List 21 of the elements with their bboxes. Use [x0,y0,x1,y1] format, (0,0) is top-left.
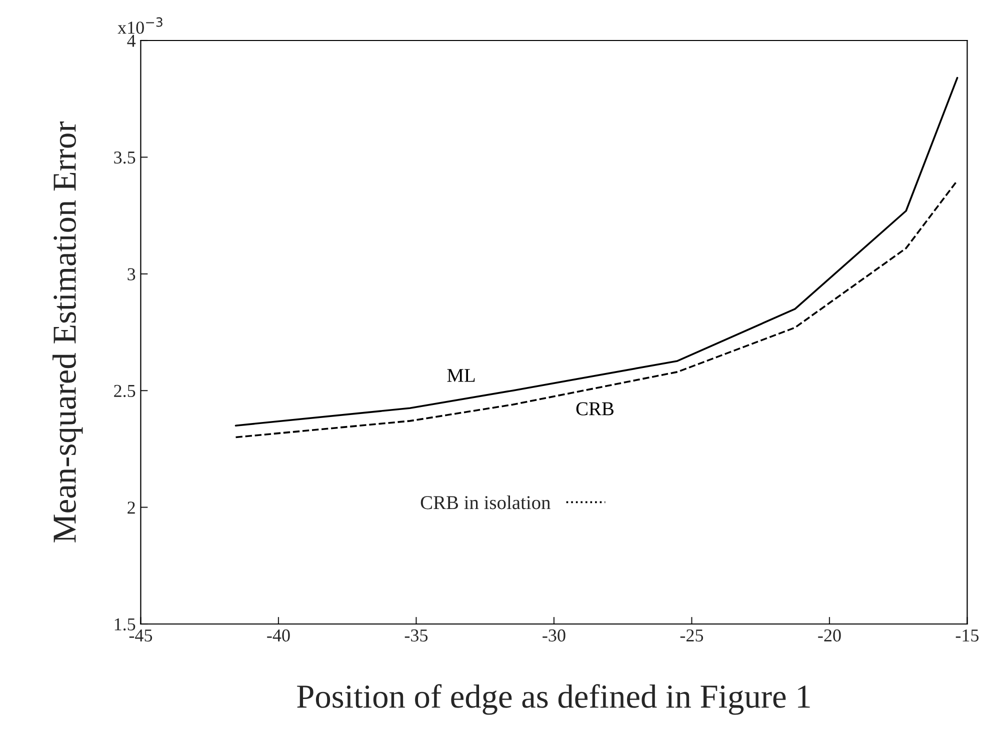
y-tick-label: 2.5 [114,384,136,398]
text: x10$^{−3}$ [118,17,162,34]
x-tick-label: -35 [404,629,428,642]
x-tick-label: -25 [680,629,704,642]
x-tick-label: -40 [267,629,290,642]
x-tick-label: -30 [542,629,566,642]
series-label: ML [447,369,475,382]
x-tick-label: -20 [818,629,841,642]
y-tick-label: 1.5 [114,618,136,631]
legend-label: CRB in isolation [420,496,550,510]
y-tick-label: 3 [128,268,136,280]
series-label: CRB [576,402,614,416]
line-series [234,180,958,438]
x-tick-label: -15 [956,629,979,642]
y-tick-label: 4 [127,34,136,47]
y-tick-label: 3.5 [114,152,136,164]
y-tick-label: 2 [128,502,135,514]
x-axis-title: Position of edge as defined in Figure 1 [297,684,810,715]
x-tick-label: -45 [129,630,152,642]
y-axis-title: Mean-squared Estimation Error [52,122,83,542]
line-series [234,76,958,427]
